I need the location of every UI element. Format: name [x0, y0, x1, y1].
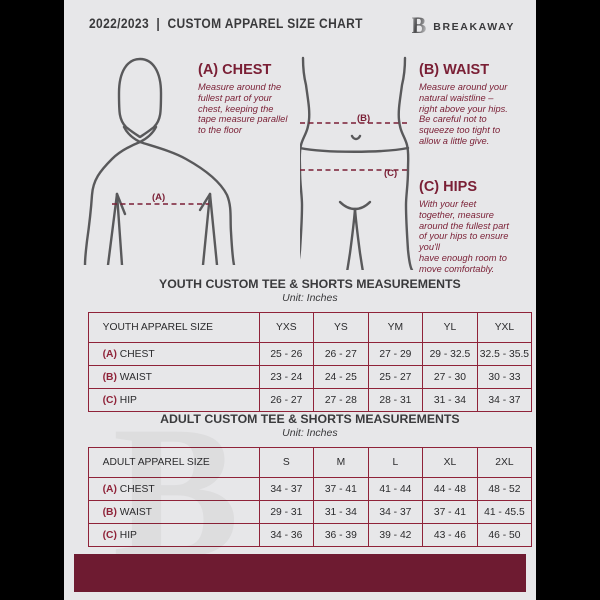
svg-text:B: B [412, 15, 426, 38]
